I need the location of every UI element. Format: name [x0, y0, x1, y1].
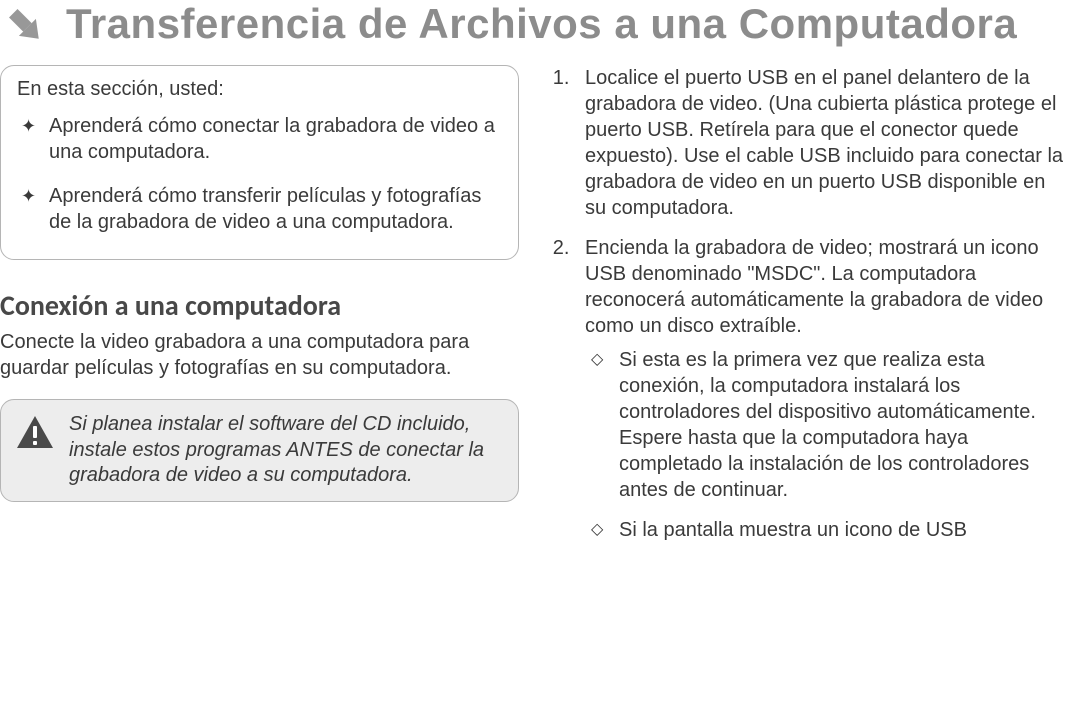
left-column: En esta sección, usted: ✦ Aprenderá cómo… — [0, 65, 519, 557]
arrow-down-right-icon — [6, 6, 46, 51]
sub-steps-list: ◇ Si esta es la primera vez que realiza … — [585, 347, 1068, 543]
diamond-icon: ◇ — [591, 517, 619, 543]
star-icon: ✦ — [21, 183, 49, 209]
list-item-text: Aprenderá cómo conectar la grabadora de … — [49, 113, 502, 165]
section-subhead: Conexión a una computadora — [0, 288, 519, 323]
list-item: ✦ Aprenderá cómo conectar la grabadora d… — [21, 113, 502, 165]
warning-note-box: Si planea instalar el software del CD in… — [0, 399, 519, 502]
section-summary-box: En esta sección, usted: ✦ Aprenderá cómo… — [0, 65, 519, 260]
section-summary-list: ✦ Aprenderá cómo conectar la grabadora d… — [17, 113, 502, 235]
step-text: Encienda la grabadora de video; mostrará… — [585, 237, 1043, 337]
list-item-text: Si la pantalla muestra un icono de USB — [619, 517, 967, 543]
section-summary-lead: En esta sección, usted: — [17, 78, 502, 101]
steps-list: Localice el puerto USB en el panel delan… — [549, 65, 1068, 543]
document-page: Transferencia de Archivos a una Computad… — [0, 0, 1088, 702]
list-item: ◇ Si esta es la primera vez que realiza … — [591, 347, 1068, 503]
list-item: ◇ Si la pantalla muestra un icono de USB — [591, 517, 1068, 543]
list-item-text: Si esta es la primera vez que realiza es… — [619, 347, 1068, 503]
page-title: Transferencia de Archivos a una Computad… — [66, 0, 1017, 48]
step-item: Localice el puerto USB en el panel delan… — [575, 65, 1068, 221]
list-item: ✦ Aprenderá cómo transferir películas y … — [21, 183, 502, 235]
warning-icon — [15, 414, 55, 455]
list-item-text: Aprenderá cómo transferir películas y fo… — [49, 183, 502, 235]
step-text: Localice el puerto USB en el panel delan… — [585, 67, 1063, 219]
warning-note-text: Si planea instalar el software del CD in… — [69, 412, 504, 489]
intro-paragraph: Conecte la video grabadora a una computa… — [0, 329, 519, 381]
diamond-icon: ◇ — [591, 347, 619, 373]
right-column: Localice el puerto USB en el panel delan… — [549, 65, 1068, 557]
step-item: Encienda la grabadora de video; mostrará… — [575, 235, 1068, 543]
star-icon: ✦ — [21, 113, 49, 139]
page-header: Transferencia de Archivos a una Computad… — [0, 0, 1068, 51]
content-columns: En esta sección, usted: ✦ Aprenderá cómo… — [0, 65, 1068, 557]
